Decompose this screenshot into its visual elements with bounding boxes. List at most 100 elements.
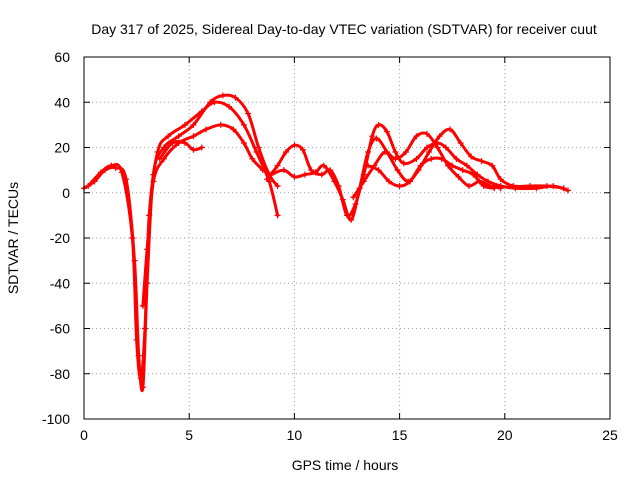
- series-layer: [81, 92, 571, 392]
- x-tick-label: 25: [602, 427, 618, 443]
- y-tick-label: -40: [50, 275, 70, 291]
- data-point: [491, 185, 498, 192]
- series-track-8: [365, 155, 498, 192]
- y-tick-label: 0: [62, 185, 70, 201]
- y-tick-label: -60: [50, 321, 70, 337]
- data-point: [396, 182, 403, 189]
- data-point: [142, 325, 149, 332]
- data-point: [268, 171, 275, 178]
- data-point: [394, 167, 401, 174]
- data-point: [203, 126, 210, 133]
- y-tick-label: -80: [50, 366, 70, 382]
- data-point: [230, 126, 237, 133]
- data-point: [154, 149, 161, 156]
- data-point: [245, 110, 252, 117]
- data-point: [253, 149, 260, 156]
- data-point: [255, 144, 262, 151]
- data-point: [468, 153, 475, 160]
- data-point: [360, 178, 367, 185]
- data-point: [449, 162, 456, 169]
- data-point: [190, 133, 197, 140]
- series-track-2: [85, 99, 281, 382]
- data-point: [139, 384, 146, 391]
- data-point: [280, 167, 287, 174]
- data-point: [240, 139, 247, 146]
- data-point: [438, 155, 445, 162]
- data-point: [165, 133, 172, 140]
- data-point: [291, 142, 298, 149]
- data-point: [381, 149, 388, 156]
- data-point: [320, 162, 327, 169]
- data-point: [181, 121, 188, 128]
- data-point: [318, 171, 325, 178]
- plot-frame: [83, 56, 611, 420]
- data-point: [365, 149, 372, 156]
- y-tick-label: 20: [54, 140, 70, 156]
- data-point: [428, 155, 435, 162]
- data-point: [463, 162, 470, 169]
- x-tick-label: 5: [185, 427, 193, 443]
- data-point: [478, 158, 485, 165]
- data-point: [169, 139, 176, 146]
- data-point: [407, 178, 414, 185]
- data-point: [510, 182, 517, 189]
- data-point: [118, 169, 125, 176]
- data-point: [108, 162, 115, 169]
- data-point: [331, 178, 338, 185]
- data-point: [423, 144, 430, 151]
- data-point: [160, 144, 167, 151]
- data-point: [150, 178, 157, 185]
- series-track-4: [156, 139, 205, 162]
- chart-title: Day 317 of 2025, Sidereal Day-to-day VTE…: [91, 21, 597, 37]
- data-point: [175, 133, 182, 140]
- data-point: [156, 155, 163, 162]
- data-point: [560, 185, 567, 192]
- data-point: [489, 162, 496, 169]
- data-point: [527, 182, 534, 189]
- data-point: [447, 126, 454, 133]
- data-point: [133, 336, 140, 343]
- data-point: [219, 92, 226, 99]
- y-tick-label: 40: [54, 94, 70, 110]
- data-point: [198, 108, 205, 115]
- data-point: [339, 196, 346, 203]
- series-line: [82, 93, 280, 392]
- series-line: [269, 127, 566, 222]
- data-point: [543, 182, 550, 189]
- series-track-7: [350, 130, 504, 201]
- y-tick-label: -100: [42, 411, 70, 427]
- data-point: [137, 375, 144, 382]
- data-point: [282, 149, 289, 156]
- data-point: [466, 182, 473, 189]
- data-point: [453, 155, 460, 162]
- data-point: [426, 149, 433, 156]
- data-point: [497, 185, 504, 192]
- data-point: [144, 246, 151, 253]
- data-point: [383, 128, 390, 135]
- y-tick-label: -20: [50, 230, 70, 246]
- x-tick-label: 20: [497, 427, 513, 443]
- data-point: [312, 169, 319, 176]
- ticks: 0 5 10 15 20 25 60 40 20 0 -20 -40 -60 -80 -100: [42, 49, 618, 443]
- data-point: [129, 235, 136, 241]
- data-point: [97, 169, 104, 176]
- data-point: [198, 144, 205, 151]
- grid: [84, 57, 610, 419]
- data-point: [274, 212, 281, 219]
- data-point: [217, 121, 224, 128]
- data-point: [365, 162, 372, 169]
- data-point: [348, 216, 355, 223]
- x-axis-label: GPS time / hours: [292, 457, 399, 473]
- data-point: [301, 171, 308, 178]
- data-point: [417, 162, 424, 169]
- data-point: [470, 171, 477, 178]
- data-point: [392, 155, 399, 162]
- data-point: [375, 167, 382, 174]
- data-point: [480, 182, 487, 189]
- data-point: [240, 121, 247, 128]
- data-point: [350, 194, 357, 201]
- y-tick-label: 60: [54, 49, 70, 65]
- data-point: [459, 167, 466, 174]
- x-tick-label: 0: [80, 427, 88, 443]
